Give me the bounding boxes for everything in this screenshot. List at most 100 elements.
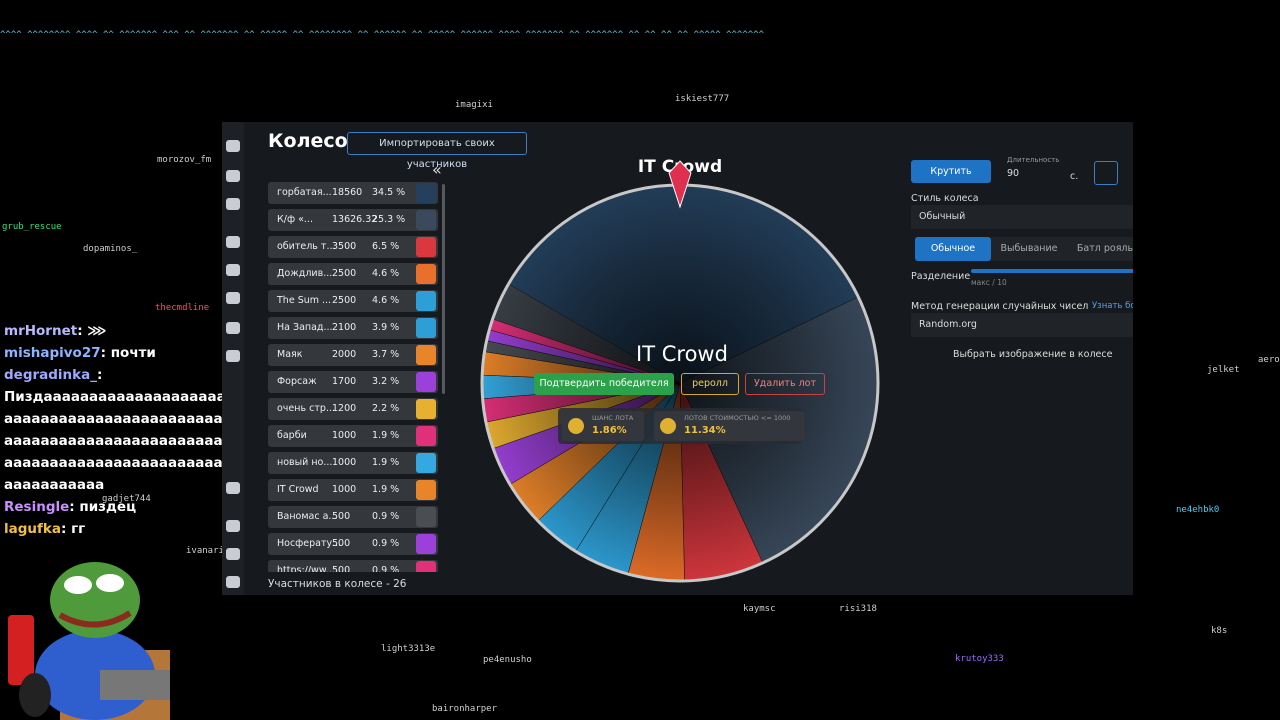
viewer-name: ne4ehbk0 [1176,505,1220,515]
viewer-name: dopaminos_ [83,244,138,254]
rng-select[interactable]: Random.org [911,313,1133,337]
participant-amount: 2100 [332,322,357,333]
participant-share: 3.7 % [372,349,400,360]
duration-input[interactable]: 90 [1001,164,1069,184]
delete-button[interactable]: Удалить лот [745,373,825,395]
participant-name: На Запад... [277,322,333,333]
participant-color[interactable] [416,561,436,572]
viewer-name: gadjet744 [102,494,151,504]
duration-label: Длительность [1007,156,1060,164]
image-select[interactable]: Выбрать изображение в колесе [953,349,1113,360]
chat-text: почти [110,345,156,361]
random-button[interactable] [1094,161,1118,185]
wheel-app: Колесо Импортировать своих участников « … [222,122,1133,595]
mode-tab[interactable]: Выбывание [1000,243,1058,254]
viewer-name: k8s [1211,626,1228,636]
sidebar-icon[interactable] [226,236,240,248]
viewer-name: aero [1258,355,1280,365]
stat-icon [660,418,676,434]
rng-link[interactable]: Узнать бол [1092,301,1133,311]
participant-name: Ваномас а... [277,511,338,522]
participant-color[interactable] [416,345,436,365]
reroll-button[interactable]: реролл [681,373,739,395]
stat-label: ШАНС ЛОТА [592,414,634,422]
participant-row: К/ф «... 13626.32 25.3 % [268,209,438,231]
viewer-name: thecmdline [155,303,210,313]
sidebar-icon[interactable] [226,140,240,152]
participant-row: барби 1000 1.9 % [268,425,438,447]
stat-icon [568,418,584,434]
participant-row: Маяк 2000 3.7 % [268,344,438,366]
participant-color[interactable] [416,507,436,527]
participant-color[interactable] [416,183,436,203]
participant-color[interactable] [416,372,436,392]
participant-color[interactable] [416,237,436,257]
chat-user: Resingle [4,499,70,515]
sidebar-icon[interactable] [226,198,240,210]
participant-share: 34.5 % [372,187,406,198]
participant-color[interactable] [416,480,436,500]
participant-name: Дождлив... [277,268,333,279]
viewer-name: baironharper [432,704,498,714]
mouth [58,610,132,628]
seconds: с. [1070,171,1079,182]
viewer-name: light3313e [381,644,436,654]
mode-tabs: Обычное Выбывание Батл рояль [915,237,1133,261]
stats: ШАНС ЛОТА 1.86% ЛОТОВ СТОИМОСТЬЮ <= 1000 11… [558,408,804,444]
viewer-name: morozov_fm [157,155,212,165]
participant-share: 1.9 % [372,430,400,441]
split-label: Разделение [911,271,971,282]
sidebar-icon[interactable] [226,548,240,560]
import-button[interactable]: Импортировать своих участников [347,132,527,170]
viewer-name: imagixi [455,100,493,110]
participant-row: очень стр... 1200 2.2 % [268,398,438,420]
viewer-name: ivanari [186,546,224,556]
chat-text: Пиздаааааааааааааааааааааааааааааааааааа… [4,389,272,493]
sidebar-icon[interactable] [226,520,240,532]
participant-color[interactable] [416,453,436,473]
participant-amount: 2000 [332,349,357,360]
participant-amount: 18560 [332,187,363,198]
sidebar-icon[interactable] [226,322,240,334]
sidebar-icon[interactable] [226,350,240,362]
sidebar [222,122,244,595]
chat-colon: : [60,521,72,537]
mode-tab[interactable]: Обычное [915,237,991,261]
participant-color[interactable] [416,534,436,554]
participant-name: IT Crowd [277,484,319,495]
participant-color[interactable] [416,399,436,419]
scrollbar[interactable] [442,184,445,394]
participant-color[interactable] [416,426,436,446]
participant-name: горбатая... [277,187,332,198]
participant-name: Форсаж [277,376,317,387]
chat-message: degradinka_: [4,364,276,386]
participant-color[interactable] [416,210,436,230]
collapse-button[interactable]: « [432,160,442,179]
sidebar-icon[interactable] [226,292,240,304]
confirm-button[interactable]: Подтвердить победителя [534,373,674,395]
pepe-emote [8,562,170,720]
participant-name: К/ф «... [277,214,313,225]
participant-amount: 13626.32 [332,214,378,225]
participant-share: 3.2 % [372,376,400,387]
spin-button[interactable]: Крутить [911,160,991,183]
chat-message: Пиздаааааааааааааааааааааааааааааааааааа… [4,386,276,496]
participant-color[interactable] [416,291,436,311]
split-slider[interactable] [971,269,1133,273]
style-select[interactable]: Обычный [911,205,1133,229]
mode-tab[interactable]: Батл рояль [1076,243,1133,254]
pointer [668,160,692,209]
chat-user: lagufka [4,521,61,537]
sidebar-icon[interactable] [226,170,240,182]
participant-name: Маяк [277,349,303,360]
participant-color[interactable] [416,264,436,284]
sidebar-icon[interactable] [226,576,240,588]
sidebar-icon[interactable] [226,482,240,494]
chat-message: Resingle: пиздец [4,496,276,518]
sidebar-icon[interactable] [226,264,240,276]
participant-row: обитель т... 3500 6.5 % [268,236,438,258]
participant-color[interactable] [416,318,436,338]
stat-value: 1.86% [592,425,627,436]
participant-name: The Sum ... [277,295,332,306]
